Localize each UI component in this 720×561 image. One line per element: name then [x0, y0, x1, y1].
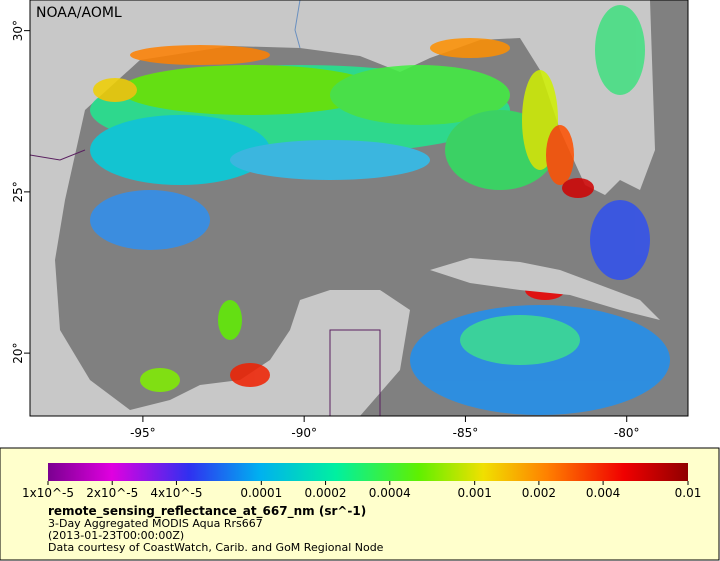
- map-area: [30, 0, 688, 416]
- colorbar-tick-label: 1x10^-5: [22, 486, 74, 500]
- reflectance-field: [90, 5, 670, 415]
- colorbar-tick-label: 0.0002: [305, 486, 347, 500]
- x-tick-label: -90°: [291, 426, 317, 440]
- colorbar-tick-label: 0.004: [586, 486, 620, 500]
- colorbar-tick-label: 0.0001: [240, 486, 282, 500]
- colorbar-tick-label: 0.01: [675, 486, 702, 500]
- legend-line: 3-Day Aggregated MODIS Aqua Rrs667: [48, 517, 263, 530]
- y-tick-label: 20°: [11, 342, 25, 363]
- colorbar-tick-label: 4x10^-5: [150, 486, 202, 500]
- y-tick-label: 30°: [11, 20, 25, 41]
- credit: NOAA/AOML: [36, 5, 122, 21]
- legend-line: Data courtesy of CoastWatch, Carib. and …: [48, 541, 384, 554]
- x-tick-label: -80°: [614, 426, 640, 440]
- legend-line: (2013-01-23T00:00:00Z): [48, 529, 184, 542]
- cuba: [430, 258, 660, 320]
- border: [329, 329, 381, 416]
- colorbar-tick-label: 0.0004: [369, 486, 411, 500]
- border: [30, 149, 86, 161]
- colorbar-tick-label: 0.001: [457, 486, 491, 500]
- x-tick-label: -95°: [130, 426, 156, 440]
- colorbar-tick-label: 0.002: [522, 486, 556, 500]
- colorbar-tick-label: 2x10^-5: [86, 486, 138, 500]
- y-tick-label: 25°: [11, 181, 25, 202]
- colorbar-title: remote_sensing_reflectance_at_667_nm (sr…: [48, 504, 366, 519]
- colorbar: [48, 463, 688, 481]
- map-frame: [29, 0, 689, 417]
- river: [294, 0, 301, 49]
- x-tick-label: -85°: [453, 426, 479, 440]
